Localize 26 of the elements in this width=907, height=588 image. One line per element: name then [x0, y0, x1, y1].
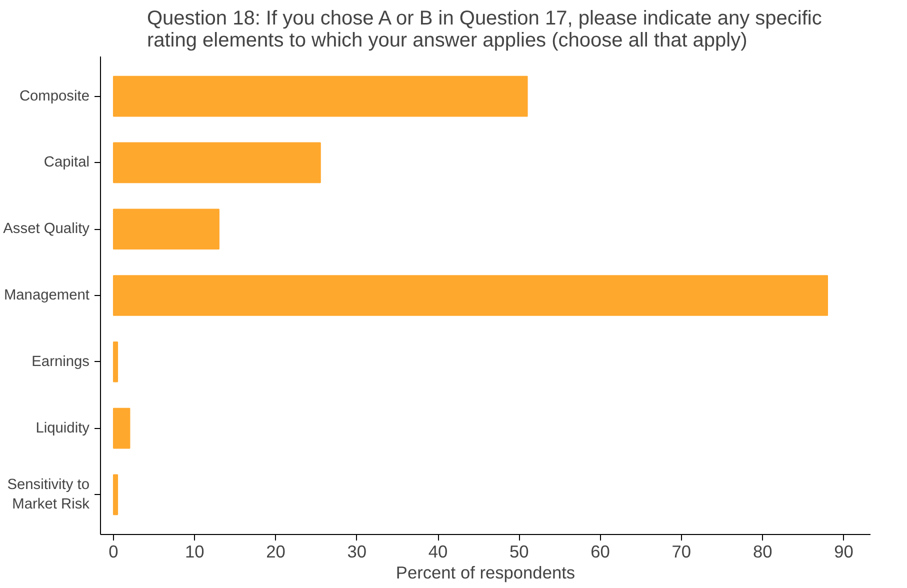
y-tick-label: Composite: [19, 88, 90, 104]
bar: [112, 208, 220, 250]
y-tick-label: Earnings: [32, 354, 90, 370]
y-tick-label: Liquidity: [36, 420, 90, 436]
y-tick-label: Management: [4, 288, 90, 304]
bar: [112, 76, 528, 117]
x-tick-label: 0: [108, 542, 118, 562]
x-tick-label: 40: [428, 542, 448, 562]
x-tick-label: 60: [590, 542, 610, 562]
bar: [112, 408, 130, 449]
y-tick-label: Capital: [44, 154, 90, 171]
x-tick-label: 70: [672, 542, 692, 562]
x-axis-title: Percent of respondents: [396, 562, 576, 582]
bar: [112, 341, 118, 382]
x-tick-label: 30: [347, 542, 367, 562]
chart-title: Question 18: If you chose A or B in Question 17, please indicate any specific rating elements to which your answer applies (choose all that apply): [146, 8, 822, 52]
y-tick-label: Sensitivity to Market Risk: [7, 477, 90, 512]
x-tick-label: 10: [184, 542, 204, 562]
x-tick-label: 90: [834, 542, 854, 562]
bar: [112, 275, 828, 316]
x-tick-label: 20: [266, 542, 286, 562]
y-tick-label: Asset Quality: [3, 221, 90, 238]
x-tick-label: 50: [510, 542, 529, 562]
bar: [112, 142, 321, 184]
bar: [112, 474, 118, 516]
x-tick-label: 80: [752, 542, 772, 562]
